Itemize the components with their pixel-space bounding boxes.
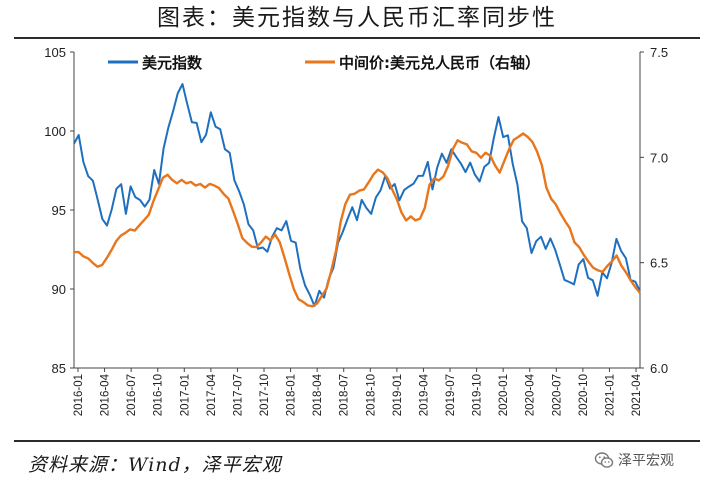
x-axis-tick-label: 2017-07 <box>232 374 244 416</box>
source-note: 资料来源：Wind，泽平宏观 <box>28 454 282 476</box>
x-axis-tick-label: 2017-04 <box>206 373 218 416</box>
title-divider <box>14 37 700 39</box>
source-divider <box>14 440 700 442</box>
x-axis-tick-label: 2020-07 <box>551 374 563 416</box>
x-axis-tick-label: 2018-07 <box>339 374 351 416</box>
right-axis-tick-label: 6.5 <box>650 256 668 271</box>
wechat-icon <box>594 452 614 468</box>
x-axis-tick-label: 2019-01 <box>392 374 404 416</box>
left-axis-tick-label: 95 <box>52 203 66 218</box>
x-axis-tick-label: 2019-04 <box>418 373 430 416</box>
dual-axis-line-chart: 85 90 95 100 105 6.0 6.5 7.0 7.5 2016-01 2016-04 20… <box>44 45 668 416</box>
x-axis-tick-label: 2016-07 <box>126 374 138 416</box>
usdcny-midpoint-line <box>74 132 641 308</box>
x-axis-tick-label: 2021-04 <box>631 373 643 416</box>
x-axis-tick-label: 2017-10 <box>259 374 271 416</box>
left-axis-tick-label: 100 <box>44 124 66 139</box>
left-axis-tick-label: 105 <box>44 45 66 60</box>
right-axis-tick-label: 7.0 <box>650 150 668 165</box>
left-axis-tick-label: 90 <box>52 282 66 297</box>
right-axis-tick-label: 7.5 <box>650 45 668 60</box>
usd-index-line <box>73 83 641 307</box>
x-axis-tick-label: 2020-01 <box>498 374 510 416</box>
x-axis-tick-label: 2016-10 <box>153 374 165 416</box>
x-axis-tick-label: 2019-07 <box>445 374 457 416</box>
right-axis-tick-label: 6.0 <box>650 361 668 376</box>
x-axis-tick-label: 2018-04 <box>312 373 324 416</box>
x-axis-tick-label: 2020-10 <box>578 374 590 416</box>
left-axis-tick-label: 85 <box>52 361 66 376</box>
x-axis-tick-label: 2020-04 <box>525 373 537 416</box>
x-axis-tick-label: 2021-01 <box>604 374 616 416</box>
watermark: 泽平宏观 <box>594 448 674 472</box>
legend-label-usdcny: 中间价:美元兑人民币（右轴） <box>339 54 540 72</box>
x-axis-tick-label: 2018-01 <box>286 374 298 416</box>
watermark-text: 泽平宏观 <box>618 453 674 469</box>
legend-label-usd-index: 美元指数 <box>142 54 203 72</box>
x-axis-tick-label: 2017-01 <box>179 374 191 416</box>
x-axis-tick-label: 2016-01 <box>73 374 85 416</box>
x-axis-tick-label: 2019-10 <box>472 374 484 416</box>
x-axis-tick-label: 2016-04 <box>100 373 112 416</box>
chart-title: 图表：美元指数与人民币汇率同步性 <box>157 5 557 31</box>
x-axis-tick-label: 2018-10 <box>365 374 377 416</box>
